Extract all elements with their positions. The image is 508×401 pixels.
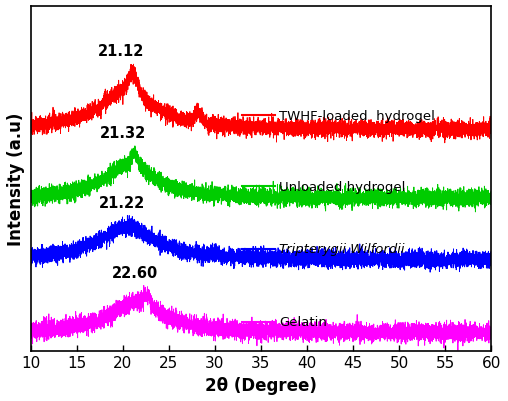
Text: Tripterygii Wilfordii: Tripterygii Wilfordii	[279, 242, 405, 255]
Text: Gelatin: Gelatin	[279, 316, 327, 328]
X-axis label: 2θ (Degree): 2θ (Degree)	[205, 376, 317, 394]
Text: 21.22: 21.22	[99, 195, 145, 210]
Text: TWHF-loaded  hydrogel: TWHF-loaded hydrogel	[279, 109, 435, 123]
Text: 21.12: 21.12	[98, 44, 144, 59]
Text: 21.32: 21.32	[100, 126, 146, 141]
Text: Unloaded hydrogel: Unloaded hydrogel	[279, 180, 406, 193]
Y-axis label: Intensity (a.u): Intensity (a.u)	[7, 112, 25, 245]
Text: 22.60: 22.60	[112, 265, 158, 280]
